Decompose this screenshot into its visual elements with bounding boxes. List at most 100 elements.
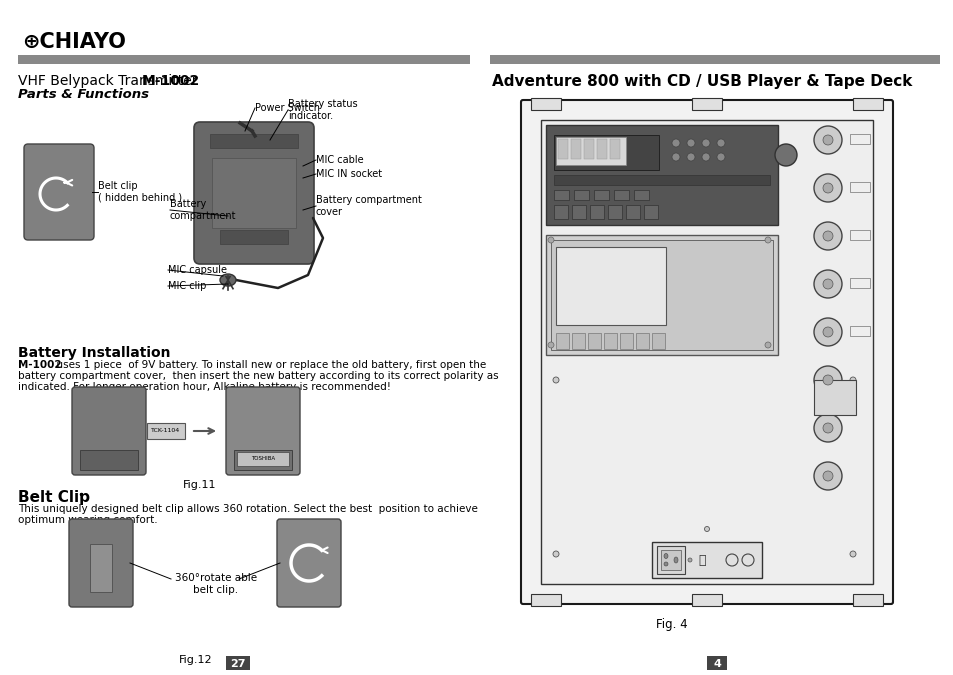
Bar [589,205,603,219]
Bar [634,190,648,200]
Ellipse shape [663,554,667,558]
Bar [587,333,600,349]
Bar [531,98,560,110]
Ellipse shape [547,342,554,348]
Ellipse shape [686,139,695,147]
Ellipse shape [813,318,841,346]
Bar [236,452,289,466]
Bar [556,333,568,349]
Bar [594,190,608,200]
Text: Battery compartment
cover: Battery compartment cover [315,195,421,217]
Ellipse shape [822,423,832,433]
Bar [220,230,288,244]
Text: This uniquely designed belt clip allows 360 rotation. Select the best  position : This uniquely designed belt clip allows … [18,504,477,514]
Ellipse shape [671,153,679,161]
Text: Belt clip
( hidden behind ): Belt clip ( hidden behind ) [98,181,182,202]
Text: ⊕CHIAYO: ⊕CHIAYO [22,32,126,52]
Bar [609,139,619,159]
Ellipse shape [822,135,832,145]
Ellipse shape [764,342,770,348]
Ellipse shape [701,153,709,161]
Text: Fig.11: Fig.11 [183,480,216,490]
Ellipse shape [822,327,832,337]
Text: Belt Clip: Belt Clip [18,490,90,505]
Bar [619,333,633,349]
Ellipse shape [813,462,841,490]
Bar [147,423,185,439]
FancyBboxPatch shape [71,387,146,475]
Bar [540,120,872,584]
Ellipse shape [813,366,841,394]
Text: 27: 27 [230,659,246,669]
Bar [212,158,295,228]
Ellipse shape [764,237,770,243]
Ellipse shape [703,526,709,531]
Ellipse shape [813,222,841,250]
FancyBboxPatch shape [69,519,132,607]
Bar [849,134,869,144]
Ellipse shape [686,153,695,161]
Text: uses 1 piece  of 9V battery. To install new or replace the old battery, first op: uses 1 piece of 9V battery. To install n… [50,360,486,370]
Ellipse shape [822,231,832,241]
Text: M-1002: M-1002 [142,74,200,88]
Bar [607,205,621,219]
Ellipse shape [701,139,709,147]
Bar [210,134,297,148]
Bar [849,182,869,192]
Ellipse shape [553,377,558,383]
Bar [556,247,665,325]
Text: M-1002: M-1002 [18,360,62,370]
Bar [571,139,580,159]
Bar [651,542,761,578]
Text: VHF Belypack Transmitter: VHF Belypack Transmitter [18,74,202,88]
Text: MIC clip: MIC clip [168,281,206,291]
Bar [583,139,594,159]
Ellipse shape [822,183,832,193]
Bar [572,333,584,349]
Text: indicated. For longer operation hour, Alkaline battery is recommended!: indicated. For longer operation hour, Al… [18,382,391,392]
Text: Battery
compartment: Battery compartment [170,199,236,221]
Bar [813,380,855,415]
FancyBboxPatch shape [226,387,299,475]
Bar [554,175,769,185]
Bar [551,240,772,350]
Ellipse shape [822,471,832,481]
Ellipse shape [220,274,235,286]
Text: TCK-1104: TCK-1104 [152,429,180,433]
Bar [574,190,588,200]
Ellipse shape [673,557,678,563]
Bar [226,656,250,670]
Bar [554,205,567,219]
Bar [625,205,639,219]
Bar [80,450,138,470]
Ellipse shape [547,237,554,243]
Ellipse shape [671,139,679,147]
Ellipse shape [663,562,667,566]
Ellipse shape [849,551,855,557]
Bar [90,544,112,592]
Text: Battery status
indicator.: Battery status indicator. [288,99,357,121]
Ellipse shape [813,414,841,442]
Bar [545,125,778,225]
Bar [614,190,628,200]
Text: Parts & Functions: Parts & Functions [18,88,149,101]
Text: Power Switch: Power Switch [254,103,319,113]
Text: optimum wearing comfort.: optimum wearing comfort. [18,515,157,525]
FancyBboxPatch shape [520,100,892,604]
Bar [636,333,648,349]
Bar [554,190,568,200]
Bar [852,594,882,606]
Text: ⏻: ⏻ [698,554,705,566]
Bar [531,594,560,606]
Bar [651,333,664,349]
Ellipse shape [553,551,558,557]
Bar [657,546,684,574]
Bar [643,205,658,219]
Bar [660,550,680,570]
Bar [849,278,869,288]
Bar [603,333,617,349]
Text: MIC cable: MIC cable [315,155,363,165]
FancyBboxPatch shape [276,519,340,607]
Ellipse shape [717,153,724,161]
Text: MIC IN socket: MIC IN socket [315,169,382,179]
